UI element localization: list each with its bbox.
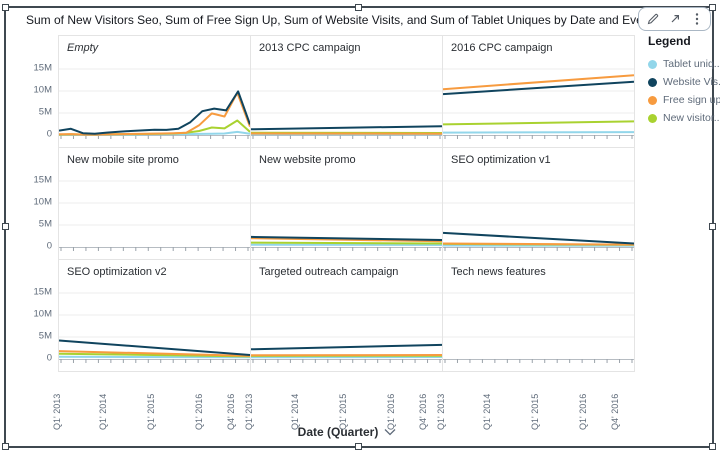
free-sign-up-color-dot-icon <box>648 95 657 105</box>
y-tick-label: 0 <box>46 352 52 364</box>
y-tick-label: 5M <box>38 330 52 342</box>
x-axis-title-label: Date (Quarter) <box>297 425 379 439</box>
legend-item-new-visitors-seo[interactable]: New visitor... <box>648 112 720 124</box>
new-visitors-seo-color-dot-icon <box>648 113 657 123</box>
trellis-panel-empty[interactable]: Empty <box>58 35 251 148</box>
trellis-panel-2016-cpc-campaign[interactable]: 2016 CPC campaign <box>442 35 635 148</box>
resize-handle-s[interactable] <box>355 443 362 450</box>
legend-item-label: New visitor... <box>663 112 720 124</box>
website-visits-color-dot-icon <box>648 77 657 87</box>
line-chart[interactable] <box>443 260 634 371</box>
y-tick-label: 0 <box>46 128 52 140</box>
trellis-panel-new-website-promo[interactable]: New website promo <box>250 147 443 260</box>
resize-handle-e[interactable] <box>709 223 716 230</box>
resize-handle-nw[interactable] <box>2 4 9 11</box>
legend-item-label: Free sign up <box>663 94 720 106</box>
line-chart[interactable] <box>59 148 250 259</box>
resize-handle-se[interactable] <box>709 443 716 450</box>
resize-handle-w[interactable] <box>2 223 9 230</box>
resize-handle-ne[interactable] <box>709 4 716 11</box>
line-chart[interactable] <box>251 148 442 259</box>
line-chart[interactable] <box>59 36 250 147</box>
trellis-panel-targeted-outreach-campaign[interactable]: Targeted outreach campaign <box>250 259 443 372</box>
panel-title: New website promo <box>259 154 356 166</box>
panel-title: Empty <box>67 42 99 54</box>
chevron-down-icon[interactable] <box>384 428 396 436</box>
visual-title: Sum of New Visitors Seo, Sum of Free Sig… <box>26 13 659 27</box>
visual-toolbar <box>638 7 711 31</box>
trellis-panel-seo-optimization-v1[interactable]: SEO optimization v1 <box>442 147 635 260</box>
legend: Legend Tablet uniq... Website Vis... Fre… <box>648 34 720 124</box>
y-tick-label: 5M <box>38 106 52 118</box>
resize-handle-sw[interactable] <box>2 443 9 450</box>
trellis-panel-tech-news-features[interactable]: Tech news features <box>442 259 635 372</box>
line-chart[interactable] <box>251 260 442 371</box>
trellis-panel-2013-cpc-campaign[interactable]: 2013 CPC campaign <box>250 35 443 148</box>
vertical-dots-icon[interactable] <box>690 13 703 26</box>
panel-title: SEO optimization v1 <box>451 154 551 166</box>
resize-handle-n[interactable] <box>355 4 362 11</box>
y-tick-label: 15M <box>33 174 52 186</box>
line-chart[interactable] <box>443 148 634 259</box>
trellis-panel-seo-optimization-v2[interactable]: SEO optimization v2 <box>58 259 251 372</box>
x-axis-title[interactable]: Date (Quarter) <box>58 425 636 439</box>
panel-title: 2016 CPC campaign <box>451 42 553 54</box>
y-tick-label: 15M <box>33 62 52 74</box>
y-tick-label: 10M <box>33 84 52 96</box>
line-chart[interactable] <box>59 260 250 371</box>
legend-item-website-visits[interactable]: Website Vis... <box>648 76 720 88</box>
legend-item-label: Tablet uniq... <box>663 58 720 70</box>
panel-title: Targeted outreach campaign <box>259 266 399 278</box>
line-chart[interactable] <box>443 36 634 147</box>
y-tick-label: 10M <box>33 196 52 208</box>
panel-title: 2013 CPC campaign <box>259 42 361 54</box>
legend-title: Legend <box>648 34 691 48</box>
y-tick-label: 0 <box>46 240 52 252</box>
panel-title: SEO optimization v2 <box>67 266 167 278</box>
tablet-uniques-color-dot-icon <box>648 59 657 69</box>
y-tick-label: 5M <box>38 218 52 230</box>
panel-title: Tech news features <box>451 266 546 278</box>
legend-item-free-sign-up[interactable]: Free sign up <box>648 94 720 106</box>
expand-icon[interactable] <box>668 13 681 26</box>
panel-title: New mobile site promo <box>67 154 179 166</box>
trellis-panel-new-mobile-site-promo[interactable]: New mobile site promo <box>58 147 251 260</box>
pencil-icon[interactable] <box>646 13 659 26</box>
y-tick-label: 15M <box>33 286 52 298</box>
line-chart[interactable] <box>251 36 442 147</box>
legend-item-label: Website Vis... <box>663 76 720 88</box>
legend-item-tablet-uniques[interactable]: Tablet uniq... <box>648 58 720 70</box>
y-tick-label: 10M <box>33 308 52 320</box>
